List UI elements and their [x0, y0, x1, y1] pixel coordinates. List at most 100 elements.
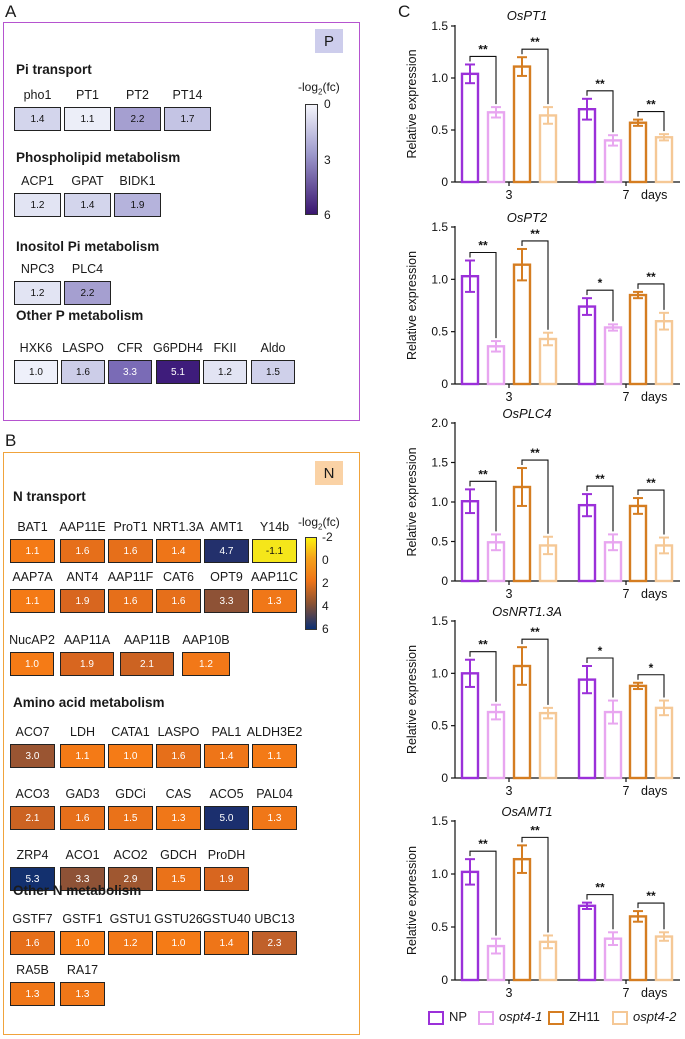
bar — [628, 504, 648, 583]
gene-label: ZRP4 — [16, 848, 49, 862]
heatmap-cell: 1.2 — [182, 652, 230, 676]
bar — [460, 870, 480, 982]
bar — [512, 857, 532, 982]
heatmap-cell: 1.0 — [10, 652, 54, 676]
bar — [460, 72, 480, 184]
legend-swatch — [548, 1011, 564, 1025]
panel-b-colorbar — [305, 537, 317, 630]
gene-label: PT1 — [76, 88, 99, 102]
heatmap-cell: 3.0 — [10, 744, 55, 768]
significance-bracket — [469, 850, 497, 936]
significance-bracket — [586, 485, 614, 532]
chart-title: OsNRT1.3A — [492, 604, 562, 619]
heatmap-cell: 1.9 — [60, 589, 105, 613]
panel-a-frame: P — [3, 22, 360, 421]
significance-bracket — [521, 240, 549, 330]
heatmap-cell: 1.9 — [60, 652, 114, 676]
y-tick-label: 1.5 — [431, 614, 448, 628]
heatmap-cell: 1.9 — [204, 867, 249, 891]
gene-label: GSTU26 — [154, 912, 203, 926]
significance-bracket — [637, 489, 665, 535]
gene-label: PLC4 — [71, 262, 104, 276]
gene-label: ACO3 — [15, 787, 50, 801]
panel-a-scale-tick: 3 — [324, 153, 331, 167]
bar — [628, 293, 648, 386]
significance-label: ** — [646, 476, 656, 490]
x-axis-label: days — [641, 986, 667, 1000]
heatmap-cell: 1.9 — [114, 193, 161, 217]
bar — [512, 263, 532, 386]
bar — [628, 684, 648, 780]
gene-label: AAP7A — [12, 570, 53, 584]
gene-label: LDH — [69, 725, 96, 739]
gene-label: HXK6 — [19, 341, 53, 355]
heatmap-cell: 3.3 — [204, 589, 249, 613]
significance-label: ** — [595, 881, 605, 895]
bar — [654, 935, 674, 982]
y-tick-label: 0.5 — [431, 123, 448, 137]
y-tick-label: 0.5 — [431, 920, 448, 934]
gene-label: GDCH — [160, 848, 197, 862]
panel-b-scale-tick: 2 — [322, 576, 329, 590]
y-axis-label: Relative expression — [405, 447, 419, 556]
y-tick-label: 0 — [441, 973, 448, 987]
section-title: Pi transport — [16, 62, 92, 77]
legend-swatch — [612, 1011, 628, 1025]
y-tick-label: 0 — [441, 377, 448, 391]
significance-bracket — [469, 55, 497, 105]
gene-label: ProT1 — [113, 520, 148, 534]
significance-bracket — [586, 289, 614, 322]
bar — [577, 305, 597, 386]
heatmap-cell: 1.5 — [108, 806, 153, 830]
gene-label: GSTF1 — [62, 912, 103, 926]
heatmap-cell: 1.6 — [60, 539, 105, 563]
heatmap-cell: 1.6 — [156, 744, 201, 768]
heatmap-cell: 1.7 — [164, 107, 211, 131]
gene-label: CAS — [165, 787, 192, 801]
panel-b-scale-tick: 6 — [322, 622, 329, 636]
y-tick-label: 0 — [441, 771, 448, 785]
heatmap-cell: 1.0 — [60, 931, 105, 955]
x-tick-label: 3 — [506, 587, 513, 601]
gene-label: ACO2 — [113, 848, 148, 862]
heatmap-cell: 1.1 — [10, 589, 55, 613]
gene-label: Aldo — [260, 341, 286, 355]
significance-label: ** — [595, 472, 605, 486]
heatmap-cell: 5.1 — [156, 360, 200, 384]
significance-label: * — [598, 276, 603, 290]
y-tick-label: 1.5 — [431, 456, 448, 470]
legend-swatch — [428, 1011, 444, 1025]
x-axis-label: days — [641, 390, 667, 404]
heatmap-cell: 3.3 — [60, 867, 105, 891]
gene-label: PAL1 — [211, 725, 242, 739]
legend-label: NP — [449, 1009, 468, 1024]
heatmap-cell: 1.3 — [60, 982, 105, 1006]
significance-label: ** — [646, 98, 656, 112]
gene-label: RA5B — [16, 963, 49, 977]
y-tick-label: 1.5 — [431, 814, 448, 828]
x-tick-label: 3 — [506, 986, 513, 1000]
bar — [654, 136, 674, 184]
heatmap-cell: 1.0 — [156, 931, 201, 955]
heatmap-cell: 3.3 — [108, 360, 152, 384]
gene-label: Y14b — [259, 520, 290, 534]
significance-bracket — [469, 480, 497, 532]
section-title: Amino acid metabolism — [13, 695, 165, 710]
panel-a-colorbar — [305, 104, 318, 215]
y-tick-label: 0.5 — [431, 535, 448, 549]
heatmap-cell: 5.0 — [204, 806, 249, 830]
bar — [486, 111, 506, 184]
y-axis-label: Relative expression — [405, 251, 419, 360]
significance-label: ** — [478, 638, 488, 652]
gene-label: pho1 — [23, 88, 52, 102]
significance-label: ** — [530, 446, 540, 460]
significance-label: ** — [646, 270, 656, 284]
y-tick-label: 1.0 — [431, 867, 448, 881]
significance-label: * — [598, 644, 603, 658]
gene-label: OPT9 — [210, 570, 243, 584]
legend-swatch — [478, 1011, 494, 1025]
y-tick-label: 1.0 — [431, 495, 448, 509]
heatmap-cell: 1.6 — [61, 360, 105, 384]
y-tick-label: 1.0 — [431, 666, 448, 680]
panel-c-label: C — [398, 2, 411, 21]
